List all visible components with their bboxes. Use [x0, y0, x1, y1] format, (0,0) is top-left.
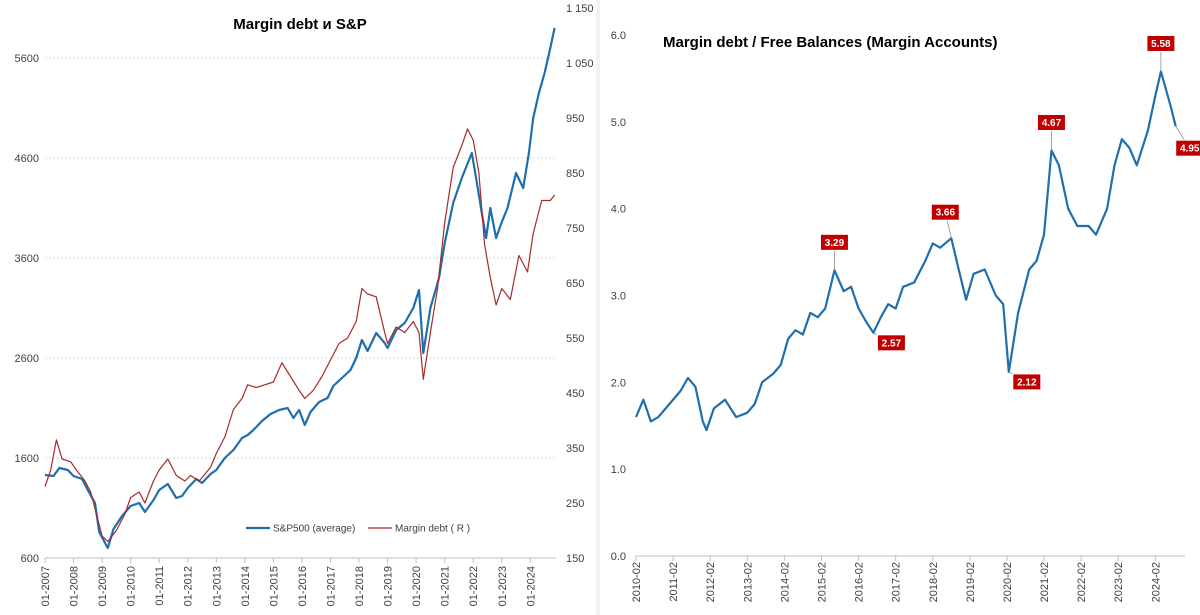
y-tick-label: 6.0 — [611, 30, 626, 42]
y-left-tick-label: 2600 — [15, 353, 39, 365]
x-tick-label: 01-2017 — [325, 566, 337, 606]
x-tick-label: 01-2008 — [69, 566, 81, 606]
x-tick-label: 2013-02 — [742, 562, 754, 602]
y-tick-label: 0.0 — [611, 551, 626, 563]
y-left-tick-label: 600 — [21, 553, 39, 565]
annotation-label: 4.67 — [1042, 118, 1062, 129]
x-tick-label: 2020-02 — [1002, 562, 1014, 602]
y-tick-label: 4.0 — [611, 204, 626, 216]
y-left-tick-label: 1600 — [15, 453, 39, 465]
y-right-tick-label: 850 — [566, 168, 584, 180]
y-right-tick-label: 1 150 — [566, 3, 594, 15]
panel-divider — [596, 0, 600, 615]
annotation-box — [1012, 373, 1042, 391]
x-tick-label: 01-2013 — [211, 566, 223, 606]
x-tick-label: 01-2018 — [354, 566, 366, 606]
y-right-tick-label: 650 — [566, 278, 584, 290]
y-right-tick-label: 450 — [566, 388, 584, 400]
x-tick-label: 01-2011 — [154, 566, 166, 606]
y-right-tick-label: 250 — [566, 498, 584, 510]
legend-label-margin-debt: Margin debt ( R ) — [395, 524, 470, 535]
y-right-tick-label: 1 050 — [566, 58, 594, 70]
x-tick-label: 01-2015 — [268, 566, 280, 606]
ratio-series-line — [634, 70, 1177, 432]
x-tick-label: 2021-02 — [1039, 562, 1051, 602]
y-right-tick-label: 150 — [566, 553, 584, 565]
x-tick-label: 2018-02 — [928, 562, 940, 602]
y-right-tick-label: 550 — [566, 333, 584, 345]
x-tick-label: 01-2022 — [468, 566, 480, 606]
legend-label-sp500: S&P500 (average) — [273, 524, 355, 535]
x-tick-label: 01-2019 — [383, 566, 395, 606]
x-tick-label: 01-2014 — [240, 566, 252, 606]
x-tick-label: 2012-02 — [705, 562, 717, 602]
x-tick-label: 2014-02 — [779, 562, 791, 602]
annotation-box — [930, 203, 960, 221]
annotation-box — [819, 233, 849, 251]
y-left-tick-label: 5600 — [15, 53, 39, 65]
x-tick-label: 2022-02 — [1076, 562, 1088, 602]
x-tick-label: 01-2007 — [40, 566, 52, 606]
right-chart-panel: 0.0 1.0 2.0 3.0 4.0 5.0 6.0 2010-02 2011-02 2012-… — [600, 0, 1200, 615]
annotation-label: 3.29 — [825, 238, 845, 249]
x-tick-label: 01-2020 — [411, 566, 423, 606]
y-tick-label: 5.0 — [611, 117, 626, 129]
x-tick-label: 01-2021 — [440, 566, 452, 606]
annotation-label: 4.95 — [1180, 144, 1200, 155]
x-tick-label: 2023-02 — [1113, 562, 1125, 602]
annotation-label: 5.58 — [1151, 39, 1171, 50]
annotation-box — [876, 334, 906, 352]
x-tick-label: 01-2009 — [97, 566, 109, 606]
annotation-label: 2.12 — [1017, 377, 1037, 388]
margin-debt-ratio-chart: 0.0 1.0 2.0 3.0 4.0 5.0 6.0 2010-02 2011-02 2012-… — [611, 30, 1200, 602]
y-tick-label: 1.0 — [611, 464, 626, 476]
chart-title: Margin debt / Free Balances (Margin Acco… — [663, 34, 998, 51]
x-tick-label: 01-2010 — [126, 566, 138, 606]
x-tick-label: 2010-02 — [631, 562, 643, 602]
x-tick-label: 2017-02 — [891, 562, 903, 602]
y-left-tick-label: 4600 — [15, 153, 39, 165]
chart-title: Margin debt и S&P — [233, 16, 366, 33]
x-tick-label: 01-2012 — [183, 566, 195, 606]
y-right-tick-label: 750 — [566, 223, 584, 235]
x-tick-label: 2011-02 — [668, 562, 680, 602]
margin-debt-series-line — [44, 128, 556, 543]
x-tick-label: 2024-02 — [1150, 562, 1162, 602]
y-left-tick-label: 3600 — [15, 253, 39, 265]
x-tick-label: 2019-02 — [965, 562, 977, 602]
annotation-box — [1036, 113, 1066, 131]
annotation-label: 3.66 — [936, 208, 956, 219]
left-chart-panel: 600 1600 2600 3600 4600 5600 150 250 350 450 550 65… — [0, 0, 596, 615]
margin-debt-vs-sp-chart: 600 1600 2600 3600 4600 5600 150 250 350 450 550 65… — [15, 3, 594, 606]
y-right-tick-label: 950 — [566, 113, 584, 125]
annotation-box — [1175, 139, 1200, 157]
y-right-tick-label: 350 — [566, 443, 584, 455]
sp500-series-line — [44, 27, 556, 550]
x-tick-label: 01-2016 — [297, 566, 309, 606]
y-tick-label: 3.0 — [611, 291, 626, 303]
annotation-box — [1146, 34, 1176, 52]
x-tick-label: 01-2023 — [497, 566, 509, 606]
annotation-label: 2.57 — [882, 338, 902, 349]
y-tick-label: 2.0 — [611, 377, 626, 389]
x-tick-label: 2016-02 — [854, 562, 866, 602]
x-tick-label: 2015-02 — [816, 562, 828, 602]
x-tick-label: 01-2024 — [525, 566, 537, 606]
